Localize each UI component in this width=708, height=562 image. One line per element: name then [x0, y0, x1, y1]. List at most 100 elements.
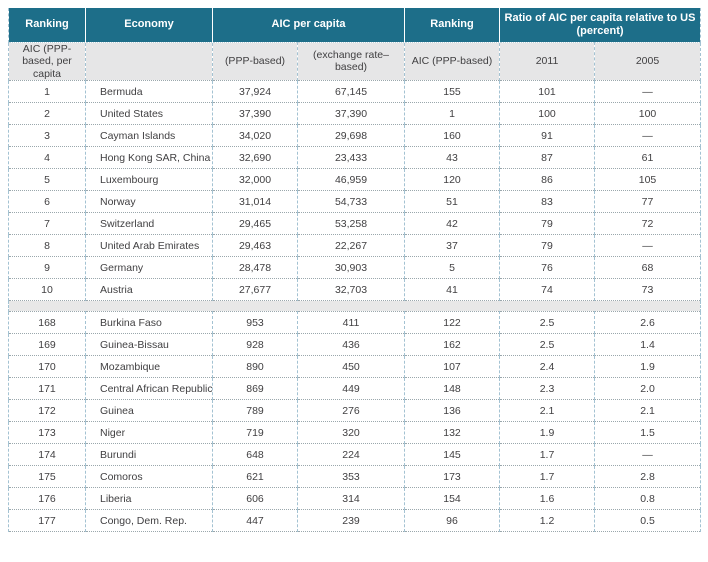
table-row: 170 Mozambique 890 450 107 2.4 1.9: [8, 355, 701, 379]
rank-cell: 174: [8, 443, 86, 467]
aic-ppp-cell: 869: [212, 377, 298, 401]
economy-cell: Norway: [85, 190, 213, 214]
economy-cell: United States: [85, 102, 213, 126]
ratio-2005-cell: 61: [594, 146, 701, 170]
header-aic-per-capita-group: AIC per capita: [212, 8, 405, 43]
ratio-2011-cell: 1.7: [499, 443, 595, 467]
ratio-2005-cell: 1.4: [594, 333, 701, 357]
subheader-exchange-rate-based: (exchange rate–based): [297, 42, 405, 82]
economy-cell: Cayman Islands: [85, 124, 213, 148]
table-row: 176 Liberia 606 314 154 1.6 0.8: [8, 487, 701, 511]
ranking-aic-ppp-cell: 173: [404, 465, 500, 489]
subheader-aic-ppp-based: AIC (PPP-based): [404, 42, 500, 82]
ranking-aic-ppp-cell: 51: [404, 190, 500, 214]
ratio-2011-cell: 1.7: [499, 465, 595, 489]
aic-ppp-cell: 606: [212, 487, 298, 511]
economy-cell: Austria: [85, 278, 213, 302]
ranking-aic-ppp-cell: 42: [404, 212, 500, 236]
header-ranking-right: Ranking: [404, 8, 500, 43]
ratio-2005-cell: 73: [594, 278, 701, 302]
aic-ppp-cell: 37,924: [212, 80, 298, 104]
table-row: 6 Norway 31,014 54,733 51 83 77: [8, 190, 701, 214]
subheader-economy-empty: [85, 42, 213, 82]
rank-cell: 175: [8, 465, 86, 489]
aic-ppp-cell: 29,463: [212, 234, 298, 258]
aic-exchange-rate-cell: 29,698: [297, 124, 405, 148]
economy-cell: Burundi: [85, 443, 213, 467]
rank-cell: 8: [8, 234, 86, 258]
table-row: 174 Burundi 648 224 145 1.7—: [8, 443, 701, 467]
aic-ppp-cell: 621: [212, 465, 298, 489]
ranking-aic-ppp-cell: 155: [404, 80, 500, 104]
ratio-2005-cell: 2.1: [594, 399, 701, 423]
ranking-aic-ppp-cell: 145: [404, 443, 500, 467]
economy-cell: Germany: [85, 256, 213, 280]
subheader-aic-ppp-per-capita: AIC (PPP-based, per capita: [8, 42, 86, 82]
ratio-2011-cell: 2.3: [499, 377, 595, 401]
ranking-aic-ppp-cell: 37: [404, 234, 500, 258]
ratio-2011-cell: 91: [499, 124, 595, 148]
separator-band: [8, 300, 701, 313]
ranking-aic-ppp-cell: 41: [404, 278, 500, 302]
ratio-2011-cell: 87: [499, 146, 595, 170]
aic-ppp-cell: 928: [212, 333, 298, 357]
ratio-2005-cell: —: [594, 234, 701, 258]
aic-ppp-cell: 34,020: [212, 124, 298, 148]
economy-cell: Guinea: [85, 399, 213, 423]
aic-exchange-rate-cell: 239: [297, 509, 405, 533]
aic-exchange-rate-cell: 30,903: [297, 256, 405, 280]
rank-cell: 172: [8, 399, 86, 423]
aic-exchange-rate-cell: 54,733: [297, 190, 405, 214]
rank-cell: 177: [8, 509, 86, 533]
table-row: 172 Guinea 789 276 136 2.1 2.1: [8, 399, 701, 423]
ranking-aic-ppp-cell: 5: [404, 256, 500, 280]
aic-ppp-cell: 37,390: [212, 102, 298, 126]
ratio-2011-cell: 100: [499, 102, 595, 126]
ranking-aic-ppp-cell: 132: [404, 421, 500, 445]
ratio-2011-cell: 79: [499, 234, 595, 258]
table-row: 5 Luxembourg 32,000 46,959 120 86 105: [8, 168, 701, 192]
aic-exchange-rate-cell: 450: [297, 355, 405, 379]
rank-cell: 7: [8, 212, 86, 236]
ratio-2005-cell: —: [594, 443, 701, 467]
ranking-aic-ppp-cell: 154: [404, 487, 500, 511]
aic-exchange-rate-cell: 32,703: [297, 278, 405, 302]
ratio-2005-cell: 2.0: [594, 377, 701, 401]
rank-cell: 2: [8, 102, 86, 126]
top-economies-section: 1 Bermuda 37,924 67,145 155 101—2 United State…: [8, 80, 701, 302]
aic-ppp-cell: 27,677: [212, 278, 298, 302]
rank-cell: 171: [8, 377, 86, 401]
ratio-2005-cell: 68: [594, 256, 701, 280]
rank-cell: 4: [8, 146, 86, 170]
ranking-aic-ppp-cell: 96: [404, 509, 500, 533]
table-row: 9 Germany 28,478 30,903 5 76 68: [8, 256, 701, 280]
header-row-sub: AIC (PPP-based, per capita (PPP-based) (…: [8, 42, 701, 82]
table-row: 10 Austria 27,677 32,703 41 74 73: [8, 278, 701, 302]
ratio-2005-cell: 0.8: [594, 487, 701, 511]
aic-ppp-cell: 29,465: [212, 212, 298, 236]
header-ranking-left: Ranking: [8, 8, 86, 43]
economy-cell: Bermuda: [85, 80, 213, 104]
ratio-2011-cell: 74: [499, 278, 595, 302]
ratio-2005-cell: 105: [594, 168, 701, 192]
aic-exchange-rate-cell: 353: [297, 465, 405, 489]
ratio-2005-cell: 77: [594, 190, 701, 214]
ratio-2011-cell: 79: [499, 212, 595, 236]
aic-ranking-table-container: Ranking Economy AIC per capita Ranking R…: [8, 8, 701, 533]
ratio-2005-cell: —: [594, 124, 701, 148]
rank-cell: 1: [8, 80, 86, 104]
ratio-2011-cell: 1.6: [499, 487, 595, 511]
ratio-2005-cell: 72: [594, 212, 701, 236]
ratio-2005-cell: 2.6: [594, 311, 701, 335]
header-economy: Economy: [85, 8, 213, 43]
aic-ppp-cell: 719: [212, 421, 298, 445]
ranking-aic-ppp-cell: 107: [404, 355, 500, 379]
aic-ppp-cell: 31,014: [212, 190, 298, 214]
economy-cell: Liberia: [85, 487, 213, 511]
ratio-2005-cell: 1.9: [594, 355, 701, 379]
economy-cell: Central African Republic: [85, 377, 213, 401]
aic-exchange-rate-cell: 314: [297, 487, 405, 511]
economy-cell: Luxembourg: [85, 168, 213, 192]
ranking-aic-ppp-cell: 160: [404, 124, 500, 148]
aic-ppp-cell: 28,478: [212, 256, 298, 280]
